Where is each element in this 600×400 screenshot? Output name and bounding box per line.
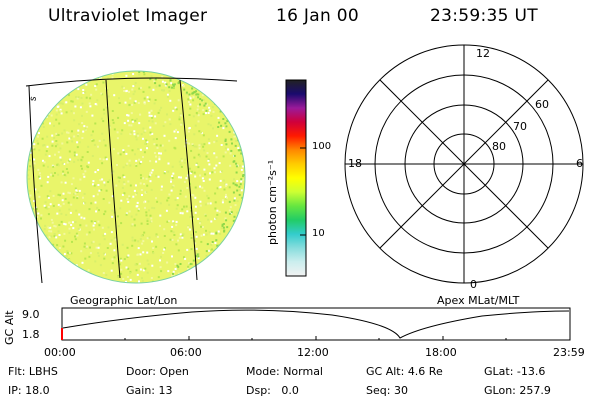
glon-label: GLon: bbox=[484, 384, 516, 397]
altitude-ytick-max: 9.0 bbox=[22, 308, 40, 321]
flt-info: Flt: LBHS bbox=[8, 365, 58, 378]
mlt-label-6: 6 bbox=[576, 157, 583, 170]
meridian-line bbox=[105, 79, 121, 279]
gcalt-label: GC Alt: bbox=[366, 365, 405, 378]
altitude-xtick: 06:00 bbox=[170, 346, 202, 359]
altitude-curve bbox=[62, 309, 570, 339]
mlt-label-18: 18 bbox=[348, 157, 362, 170]
altitude-plot bbox=[61, 307, 571, 341]
mlt-label-12: 12 bbox=[476, 47, 490, 60]
mode-value: Normal bbox=[283, 365, 323, 378]
door-info: Door: Open bbox=[126, 365, 189, 378]
color-bar bbox=[285, 79, 307, 277]
mode-info: Mode: Normal bbox=[246, 365, 323, 378]
altitude-xtick: 00:00 bbox=[44, 346, 76, 359]
glat-info: GLat: -13.6 bbox=[484, 365, 545, 378]
altitude-xtick: 23:59 bbox=[553, 346, 585, 359]
altitude-xtick: 18:00 bbox=[425, 346, 457, 359]
ip-label: IP: bbox=[8, 384, 22, 397]
flt-label: Flt: bbox=[8, 365, 26, 378]
gcalt-info: GC Alt: 4.6 Re bbox=[366, 365, 443, 378]
time-label: 23:59:35 UT bbox=[430, 6, 538, 26]
seq-value: 30 bbox=[393, 384, 408, 397]
ip-info: IP: 18.0 bbox=[8, 384, 50, 397]
glon-value: 257.9 bbox=[519, 384, 551, 397]
meridian-line bbox=[179, 79, 198, 281]
door-value: Open bbox=[159, 365, 189, 378]
dsp-value: 0.0 bbox=[281, 384, 299, 397]
polar-plot bbox=[344, 44, 584, 284]
gain-value: 13 bbox=[158, 384, 173, 397]
door-label: Door: bbox=[126, 365, 156, 378]
altitude-xtick: 12:00 bbox=[297, 346, 329, 359]
globe-label: Geographic Lat/Lon bbox=[70, 294, 178, 307]
instrument-title: Ultraviolet Imager bbox=[48, 6, 208, 26]
globe-image: s bbox=[25, 70, 246, 284]
meridian-line bbox=[28, 85, 43, 284]
mlat-label-80: 80 bbox=[492, 140, 506, 153]
date-label: 16 Jan 00 bbox=[276, 6, 359, 26]
colorbar-tick-10: 10 bbox=[312, 228, 325, 239]
gain-label: Gain: bbox=[126, 384, 155, 397]
glat-value: -13.6 bbox=[516, 365, 546, 378]
mlat-label-70: 70 bbox=[513, 120, 527, 133]
mode-label: Mode: bbox=[246, 365, 280, 378]
glat-label: GLat: bbox=[484, 365, 514, 378]
colorbar-tick-100: 100 bbox=[312, 141, 332, 152]
altitude-ytick-min: 1.8 bbox=[22, 328, 40, 341]
mlt-label-0: 0 bbox=[470, 278, 477, 291]
gain-info: Gain: 13 bbox=[126, 384, 173, 397]
latitude-line bbox=[25, 77, 238, 87]
altitude-ylabel: GC Alt bbox=[3, 310, 16, 345]
gcalt-value: 4.6 Re bbox=[407, 365, 443, 378]
polar-label: Apex MLat/MLT bbox=[437, 294, 520, 307]
dsp-label: Dsp: bbox=[246, 384, 271, 397]
glon-info: GLon: 257.9 bbox=[484, 384, 551, 397]
seq-info: Seq: 30 bbox=[366, 384, 408, 397]
colorbar-title: photon cm⁻²s⁻¹ bbox=[266, 159, 279, 245]
flt-value: LBHS bbox=[28, 365, 58, 378]
ip-value: 18.0 bbox=[25, 384, 50, 397]
dsp-info: Dsp: 0.0 bbox=[246, 384, 299, 397]
meridian-label: s bbox=[28, 95, 39, 102]
seq-label: Seq: bbox=[366, 384, 391, 397]
mlat-label-60: 60 bbox=[535, 98, 549, 111]
